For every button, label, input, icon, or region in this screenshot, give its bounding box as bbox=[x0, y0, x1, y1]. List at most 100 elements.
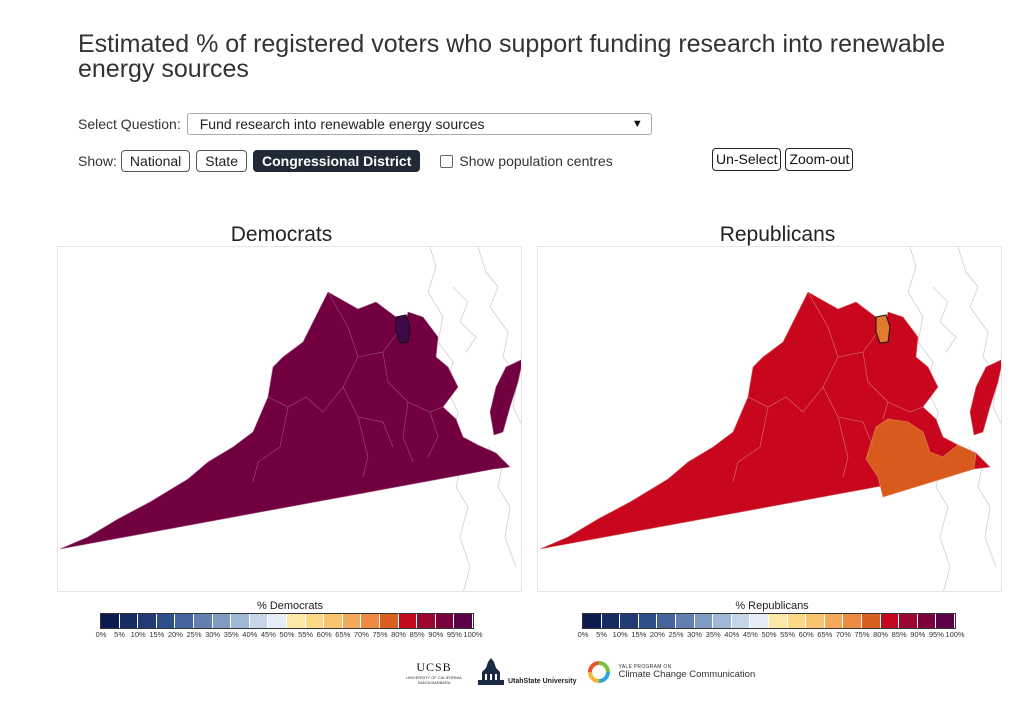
legend-swatch bbox=[324, 614, 343, 628]
legend-tick-label: 65% bbox=[335, 630, 351, 639]
legend-tick-label: 40% bbox=[724, 630, 740, 639]
question-select[interactable]: Fund research into renewable energy sour… bbox=[186, 113, 652, 135]
republicans-legend: % Republicans 0% 5% 10% 15% 20% 25% 30% 35% 40% 4… bbox=[578, 600, 965, 640]
legend-swatch bbox=[175, 614, 194, 628]
legend-tick-label: 15% bbox=[631, 630, 647, 639]
legend-swatch bbox=[361, 614, 380, 628]
national-button[interactable]: National bbox=[120, 150, 191, 172]
map-controls: Un-Select Zoom-out bbox=[712, 148, 857, 171]
legend-swatch bbox=[193, 614, 213, 628]
legend-tick-label: 45% bbox=[260, 630, 276, 639]
page-title: Estimated % of registered voters who sup… bbox=[78, 30, 946, 83]
legend-ticks: 0% 5% 10% 15% 20% 25% 30% 35% 40% 45% 50% 55% 60% 65%… bbox=[578, 630, 965, 640]
ucsb-logo-subtext: UNIVERSITY OF CALIFORNIA SANTA BARBARA bbox=[406, 674, 462, 685]
sponsor-logos: UCSB UNIVERSITY OF CALIFORNIA SANTA BARB… bbox=[406, 658, 755, 686]
legend-swatch bbox=[861, 614, 881, 628]
orange-district[interactable] bbox=[865, 418, 977, 498]
legend-tick-label: 10% bbox=[612, 630, 628, 639]
legend-swatch bbox=[119, 614, 139, 628]
usu-logo: UtahState University bbox=[476, 658, 576, 686]
legend-tick-label: 50% bbox=[761, 630, 777, 639]
legend-color-bar bbox=[100, 613, 474, 629]
legend-tick-label: 80% bbox=[873, 630, 889, 639]
show-label: Show: bbox=[78, 153, 117, 169]
legend-swatch bbox=[249, 614, 269, 628]
legend-swatch bbox=[750, 614, 769, 628]
legend-swatch bbox=[824, 614, 844, 628]
legend-swatch bbox=[806, 614, 825, 628]
legend-tick-label: 45% bbox=[742, 630, 758, 639]
population-centres-toggle[interactable]: Show population centres bbox=[440, 153, 613, 169]
legend-swatch bbox=[713, 614, 732, 628]
usu-building-icon bbox=[478, 658, 504, 685]
yale-logo: YALE PROGRAM ON Climate Change Communica… bbox=[586, 659, 755, 685]
eastern-shore-district[interactable] bbox=[489, 359, 522, 436]
legend-swatch bbox=[675, 614, 695, 628]
legend-swatch bbox=[417, 614, 436, 628]
democrats-legend-title: % Democrats bbox=[256, 600, 324, 612]
state-button[interactable]: State bbox=[196, 150, 247, 172]
legend-swatch bbox=[731, 614, 751, 628]
legend-color-bar bbox=[582, 613, 956, 629]
legend-swatch bbox=[305, 614, 325, 628]
ucsb-logo-text: UCSB bbox=[416, 659, 452, 674]
eastern-shore-district[interactable] bbox=[969, 359, 1002, 436]
legend-swatch bbox=[787, 614, 807, 628]
legend-swatch bbox=[138, 614, 157, 628]
legend-tick-label: 0% bbox=[95, 630, 107, 639]
legend-swatch bbox=[601, 614, 621, 628]
legend-tick-label: 85% bbox=[409, 630, 425, 639]
zoomout-button[interactable]: Zoom-out bbox=[785, 148, 854, 171]
legend-tick-label: 75% bbox=[372, 630, 388, 639]
question-label: Select Question: bbox=[78, 116, 181, 132]
yale-logo-smalltext: YALE PROGRAM ON bbox=[618, 664, 672, 670]
highlighted-district[interactable] bbox=[395, 314, 411, 344]
legend-tick-label: 30% bbox=[687, 630, 703, 639]
chevron-down-icon: ▼ bbox=[631, 118, 643, 130]
population-label: Show population centres bbox=[459, 153, 613, 169]
legend-tick-label: 95% bbox=[446, 630, 462, 639]
legend-tick-label: 35% bbox=[223, 630, 239, 639]
legend-tick-label: 90% bbox=[428, 630, 444, 639]
legend-tick-label: 80% bbox=[391, 630, 407, 639]
yale-ring-icon bbox=[588, 661, 611, 683]
unselect-button[interactable]: Un-Select bbox=[712, 148, 782, 171]
democrats-legend: % Democrats 0% 5% 10% 15% 20% 25% 30% 35% 40% 45%… bbox=[96, 600, 483, 640]
legend-tick-label: 70% bbox=[353, 630, 369, 639]
democrats-map-svg bbox=[59, 247, 522, 591]
highlighted-district[interactable] bbox=[875, 314, 891, 344]
district-boundaries bbox=[732, 291, 924, 483]
legend-tick-label: 55% bbox=[298, 630, 314, 639]
legend-swatch bbox=[156, 614, 176, 628]
question-row: Select Question: Fund research into rene… bbox=[78, 112, 652, 136]
legend-tick-label: 35% bbox=[705, 630, 721, 639]
legend-swatch bbox=[638, 614, 658, 628]
population-checkbox[interactable] bbox=[440, 154, 454, 168]
democrats-map-title: Democrats bbox=[230, 223, 333, 246]
legend-tick-label: 15% bbox=[149, 630, 165, 639]
republicans-map-title: Republicans bbox=[719, 223, 836, 246]
legend-tick-label: 40% bbox=[242, 630, 258, 639]
legend-tick-label: 60% bbox=[316, 630, 332, 639]
legend-tick-label: 0% bbox=[577, 630, 589, 639]
republicans-map[interactable] bbox=[537, 246, 1002, 592]
legend-tick-label: 5% bbox=[596, 630, 608, 639]
congressional-district-button[interactable]: Congressional District bbox=[253, 150, 421, 172]
legend-ticks: 0% 5% 10% 15% 20% 25% 30% 35% 40% 45% 50% 55% 60% 65%… bbox=[96, 630, 483, 640]
legend-swatch bbox=[768, 614, 788, 628]
show-row: Show: National State Congressional Distr… bbox=[78, 150, 613, 172]
legend-tick-label: 95% bbox=[928, 630, 944, 639]
legend-tick-label: 65% bbox=[817, 630, 833, 639]
legend-tick-label: 5% bbox=[114, 630, 126, 639]
legend-swatch bbox=[231, 614, 250, 628]
legend-tick-label: 75% bbox=[854, 630, 870, 639]
legend-swatch bbox=[880, 614, 900, 628]
legend-swatch bbox=[286, 614, 306, 628]
democrats-map[interactable] bbox=[57, 246, 522, 592]
usu-logo-text: UtahState University bbox=[508, 678, 577, 685]
legend-tick-label: 90% bbox=[910, 630, 926, 639]
legend-swatch bbox=[583, 614, 602, 628]
legend-tick-label: 10% bbox=[130, 630, 146, 639]
legend-tick-label: 55% bbox=[780, 630, 796, 639]
legend-tick-label: 100% bbox=[945, 630, 965, 639]
